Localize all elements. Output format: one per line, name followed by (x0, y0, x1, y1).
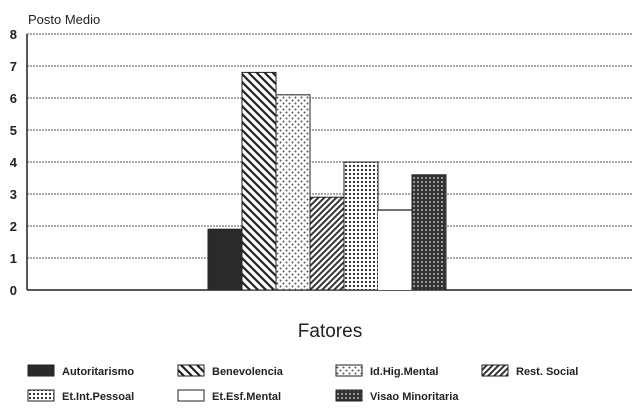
legend-swatch (27, 389, 55, 402)
y-tick-label: 2 (10, 219, 17, 234)
legend: Autoritarismo Benevolencia Id.Hig.Mental Re… (27, 364, 578, 403)
bar (343, 161, 379, 291)
legend-item-label: Rest. Social (516, 366, 578, 378)
y-tick-label: 8 (10, 27, 17, 42)
legend-swatch (335, 389, 363, 402)
y-tick-label: 0 (10, 283, 17, 298)
bars (207, 71, 447, 291)
legend-item-label: Autoritarismo (62, 366, 134, 378)
bar (241, 71, 277, 291)
y-tick-label: 3 (10, 187, 17, 202)
legend-swatch (177, 389, 205, 402)
x-axis-label: Fatores (298, 321, 362, 342)
legend-swatch (177, 364, 205, 377)
y-tick-label: 1 (10, 251, 17, 266)
bar (275, 94, 311, 291)
bar (378, 210, 412, 290)
bar (309, 196, 345, 291)
y-axis-label: Posto Medio (28, 12, 100, 27)
y-tick-label: 4 (10, 155, 18, 170)
legend-item-label: Et.Int.Pessoal (62, 391, 134, 403)
y-tick-label: 6 (10, 91, 17, 106)
y-tick-labels: 0 1 2 3 4 5 6 7 8 (10, 27, 18, 298)
legend-swatch (335, 364, 363, 377)
legend-swatch (27, 364, 55, 377)
legend-item-label: Id.Hig.Mental (370, 366, 438, 378)
bar (411, 174, 447, 291)
legend-item-label: Benevolencia (212, 366, 284, 378)
y-tick-label: 7 (10, 59, 17, 74)
legend-item-label: Visao Minoritaria (370, 391, 459, 403)
legend-swatch (481, 364, 509, 377)
gridlines (27, 33, 632, 291)
bar (207, 228, 243, 291)
legend-item-label: Et.Esf.Mental (212, 391, 281, 403)
y-tick-label: 5 (10, 123, 17, 138)
